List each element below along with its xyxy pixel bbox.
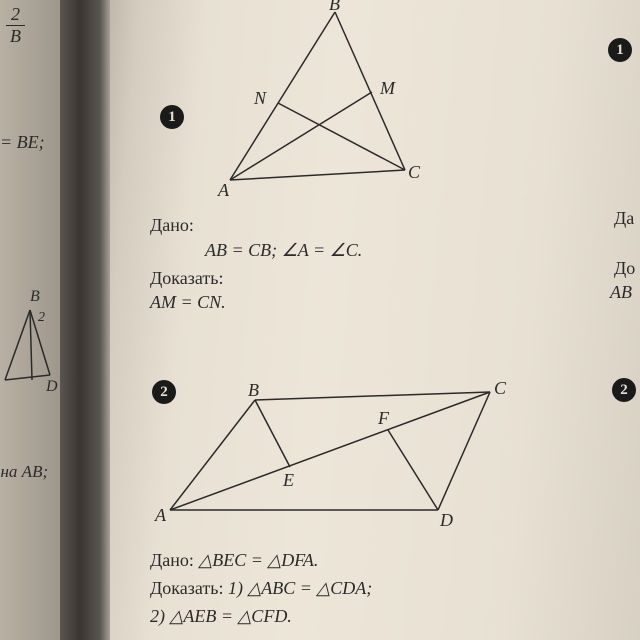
p2-given-label: Дано:	[150, 550, 194, 570]
p2-prove2: 2) △AEB = △CFD.	[150, 606, 292, 627]
p2-label-E: E	[283, 470, 294, 491]
right-marker-mid-label: 2	[620, 382, 628, 399]
p2-prove1: 1) △ABC = △CDA;	[228, 578, 372, 598]
p2-label-B: B	[248, 380, 259, 401]
p2-given-row: Дано: △BEC = △DFA.	[150, 550, 318, 571]
p2-prove-row: Доказать: 1) △ABC = △CDA;	[150, 578, 372, 599]
right-marker-mid: 2	[612, 378, 636, 402]
right-dano: Да	[614, 208, 634, 229]
right-marker-top-label: 1	[616, 42, 624, 59]
p2-label-A: A	[155, 505, 166, 526]
p2-label-C: C	[494, 378, 506, 399]
p2-label-D: D	[440, 510, 453, 531]
p2-label-F: F	[378, 408, 389, 429]
p2-prove-label: Доказать:	[150, 578, 223, 598]
right-marker-top: 1	[608, 38, 632, 62]
right-dok: До	[614, 258, 635, 279]
right-ab: AB	[610, 282, 632, 303]
problem2-diagram	[0, 0, 640, 640]
p2-given: △BEC = △DFA.	[198, 550, 318, 570]
